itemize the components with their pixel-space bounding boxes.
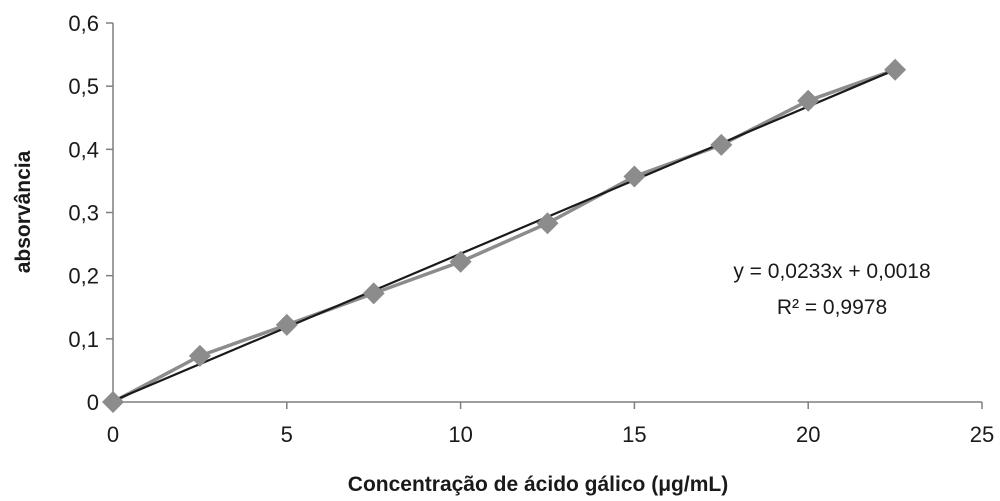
series-layer: [112, 68, 896, 404]
marker-layer: [102, 58, 907, 413]
x-tick-label: 20: [796, 422, 820, 447]
data-point-diamond: [710, 133, 733, 156]
x-axis-ticks: 0 5 10 15 20 25: [107, 402, 994, 447]
x-tick-label: 25: [970, 422, 994, 447]
data-point-diamond: [449, 250, 472, 273]
data-point-diamond: [275, 313, 298, 336]
data-point-diamond: [536, 212, 559, 235]
x-tick-label: 10: [448, 422, 472, 447]
data-point-diamond: [797, 89, 820, 112]
r-squared-label: R² = 0,9978: [777, 296, 887, 319]
trendline: [112, 68, 896, 402]
y-tick-label: 0,1: [68, 327, 99, 352]
data-point-diamond: [188, 344, 211, 367]
y-axis-ticks: 0 0,1 0,2 0,3 0,4 0,5 0,6: [68, 11, 113, 415]
y-tick-label: 0,3: [68, 201, 99, 226]
data-point-diamond: [102, 391, 124, 413]
x-tick-label: 5: [281, 422, 293, 447]
y-tick-label: 0,2: [68, 264, 99, 289]
data-point-diamond: [623, 165, 646, 188]
x-tick-label: 0: [107, 422, 119, 447]
y-tick-label: 0,4: [68, 137, 99, 162]
y-tick-label: 0,6: [68, 11, 99, 36]
trendline-layer: [112, 68, 896, 402]
y-tick-label: 0,5: [68, 74, 99, 99]
y-axis-title: absorvância: [12, 150, 35, 273]
series-line: [112, 68, 896, 404]
x-axis-title: Concentração de ácido gálico (μg/mL): [348, 473, 728, 496]
trendline-equation: y = 0,0233x + 0,0018: [733, 260, 930, 283]
data-point-diamond: [884, 58, 907, 81]
data-point-diamond: [362, 282, 385, 305]
x-tick-label: 15: [622, 422, 646, 447]
y-tick-label: 0: [87, 390, 99, 415]
